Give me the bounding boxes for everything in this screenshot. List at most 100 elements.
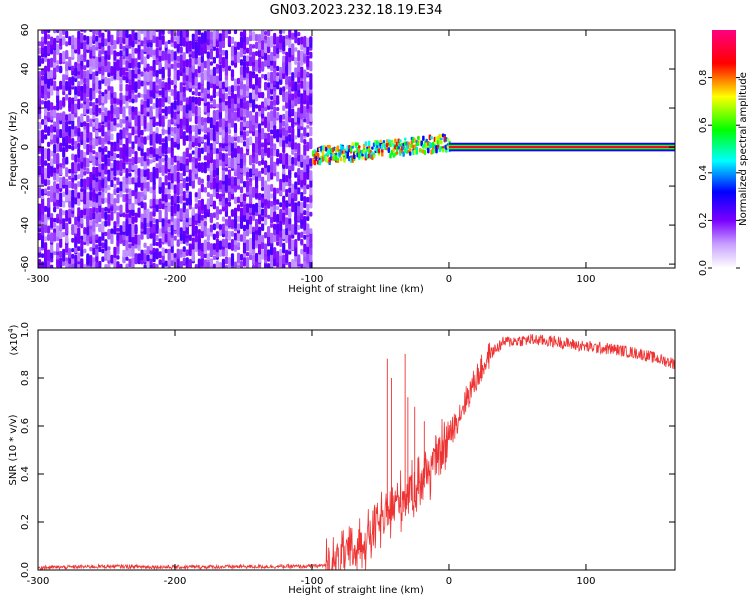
spectrogram-cell <box>309 228 313 234</box>
spectrogram-cell <box>131 110 135 121</box>
spectrogram-cell <box>179 162 183 172</box>
spectrogram-cell <box>248 237 253 244</box>
spectrogram-cell <box>261 234 265 243</box>
spectrogram-cell <box>167 172 171 181</box>
spectrogram-cell <box>224 153 229 165</box>
spectrogram-cell <box>306 112 310 125</box>
spectrogram-cell <box>140 213 144 223</box>
spectrogram-cell <box>149 225 153 234</box>
spectrogram-cell <box>86 59 90 67</box>
spectrogram-cell <box>282 91 286 98</box>
spectrogram-cell <box>113 117 117 126</box>
spectrogram-cell <box>116 255 120 260</box>
spectrogram-cell <box>125 59 129 69</box>
spectrogram-cell <box>50 216 54 229</box>
spectrogram-cell <box>95 249 99 257</box>
spectrogram-cell <box>236 231 241 242</box>
spectrogram-cell <box>188 66 192 77</box>
spectrogram-cell <box>131 189 135 197</box>
spectrogram-cell <box>188 96 192 105</box>
spectrogram-cell <box>218 101 223 113</box>
spectrogram-cell <box>62 121 66 134</box>
x-tick-label: 100 <box>576 576 595 587</box>
spectrogram-cell <box>89 30 93 32</box>
spectrogram-cell <box>239 121 244 132</box>
spectrogram-cell <box>267 111 271 121</box>
spectrogram-cell <box>291 117 295 129</box>
spectrogram-cell <box>134 106 138 116</box>
spectrogram-cell <box>119 65 123 77</box>
spectrogram-cell <box>261 73 265 79</box>
spectrogram-cell <box>279 114 283 123</box>
y-tick-label: -20 <box>20 178 31 194</box>
spectrogram-cell <box>38 113 42 120</box>
spectrogram-cell <box>44 30 48 38</box>
spectrogram-cell <box>254 134 259 144</box>
spectrogram-cell <box>86 198 90 209</box>
spectrogram-cell <box>170 171 174 184</box>
spectrogram-cell <box>179 172 183 181</box>
spectrogram-cell <box>122 221 126 233</box>
spectrogram-cell <box>56 94 60 105</box>
spectrogram-cell <box>38 121 42 130</box>
spectrogram-cell <box>128 162 132 172</box>
spectrogram-cell <box>218 224 223 230</box>
spectrogram-cell <box>282 71 286 79</box>
spectrogram-cell <box>56 65 60 70</box>
spectrogram-cell <box>200 183 204 193</box>
spectrogram-cell <box>107 246 111 251</box>
spectrogram-cell <box>170 127 174 132</box>
spectrogram-cell <box>140 136 144 143</box>
spectrogram-cell <box>230 253 235 262</box>
spectrogram-cell <box>59 222 63 232</box>
spectrogram-cell <box>294 202 298 213</box>
spectrogram-cell <box>56 35 60 42</box>
spectrogram-cell <box>167 119 171 128</box>
spectrogram-cell <box>74 216 78 226</box>
spectrogram-cell <box>254 239 259 247</box>
spectrogram-cell <box>59 80 63 90</box>
spectrogram-cell <box>206 174 210 182</box>
spectrogram-cell <box>92 30 96 35</box>
spectrogram-cell <box>218 193 223 202</box>
spectrogram-cell <box>215 260 220 268</box>
spectrogram-cell <box>294 81 298 91</box>
spectrogram-cell <box>134 94 138 103</box>
spectrogram-cell <box>227 242 232 250</box>
spectrogram-cell <box>155 107 159 118</box>
spectrogram-cell <box>143 136 147 144</box>
spectrogram-cell <box>83 41 87 50</box>
spectrogram-cell <box>218 64 223 72</box>
spectrogram-cell <box>107 30 111 43</box>
spectrogram-cell <box>282 35 286 42</box>
spectrogram-cell <box>86 206 90 216</box>
spectrogram-cell <box>212 122 216 134</box>
spectrogram-cell <box>113 221 117 227</box>
spectrogram-cell <box>185 79 189 90</box>
spectrogram-cell <box>242 141 247 147</box>
spectrogram-cell <box>270 35 274 48</box>
spectrogram-cell <box>209 249 213 257</box>
spectrogram-cell <box>173 41 177 49</box>
spectrogram-cell <box>203 30 207 43</box>
spectrogram-cell <box>59 37 63 46</box>
spectrogram-cell <box>239 31 244 38</box>
spectrogram-cell <box>423 149 427 155</box>
spectrogram-cell <box>236 242 241 248</box>
spectrogram-cell <box>239 157 244 169</box>
spectrogram-cell <box>170 49 174 62</box>
spectrogram-cell <box>276 199 280 205</box>
spectrogram-cell <box>107 61 111 73</box>
spectrogram-cell <box>212 255 216 261</box>
spectrogram-cell <box>104 107 108 117</box>
spectrogram-cell <box>98 191 102 196</box>
spectrogram-cell <box>146 158 150 165</box>
spectrogram-cell <box>107 45 111 56</box>
spectrogram-cell <box>233 61 238 68</box>
spectrogram-cell <box>119 43 123 50</box>
spectrogram-cell <box>167 77 171 85</box>
spectrogram-cell <box>92 155 96 166</box>
spectrogram-cell <box>71 76 75 86</box>
spectrogram-cell <box>107 120 111 131</box>
spectrogram-cell <box>80 149 84 162</box>
